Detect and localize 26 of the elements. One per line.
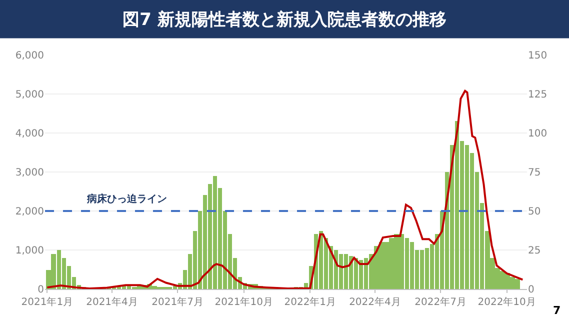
y2-tick-label: 100 <box>528 128 548 140</box>
ref-line-label: 病床ひっ迫ライン <box>86 193 167 205</box>
x-tick-label: 2021年4月 <box>86 296 138 308</box>
y2-tick-label: 0 <box>528 284 534 296</box>
y-tick-label: 3,000 <box>15 168 44 178</box>
x-tick-label: 2021年1月 <box>21 296 74 308</box>
y-tick-label: 1,000 <box>15 246 44 256</box>
y2-tick-label: 125 <box>528 90 548 100</box>
y-tick-label: 5,000 <box>15 90 44 100</box>
y-tick-label: 6,000 <box>15 50 44 62</box>
chart-title: 図7 新規陽性者数と新規入院患者数の推移 <box>122 10 446 30</box>
x-tick-label: 2022年7月 <box>414 296 466 308</box>
y2-tick-label: 50 <box>528 206 541 218</box>
x-tick-label: 2021年10月 <box>214 296 273 308</box>
x-tick-label: 2021年7月 <box>152 296 204 308</box>
y-tick-label: 4,000 <box>15 128 44 140</box>
x-tick-label: 2022年10月 <box>478 296 536 308</box>
line-series <box>46 90 524 289</box>
y2-tick-label: 25 <box>528 246 541 256</box>
y2-tick-label: 150 <box>528 50 548 62</box>
y-tick-label: 0 <box>38 284 44 296</box>
x-tick-label: 2022年1月 <box>284 296 336 308</box>
y2-tick-label: 75 <box>528 168 541 178</box>
x-tick-label: 2022年4月 <box>349 296 401 308</box>
y-tick-label: 2,000 <box>15 206 44 218</box>
text: 7 <box>553 304 561 317</box>
